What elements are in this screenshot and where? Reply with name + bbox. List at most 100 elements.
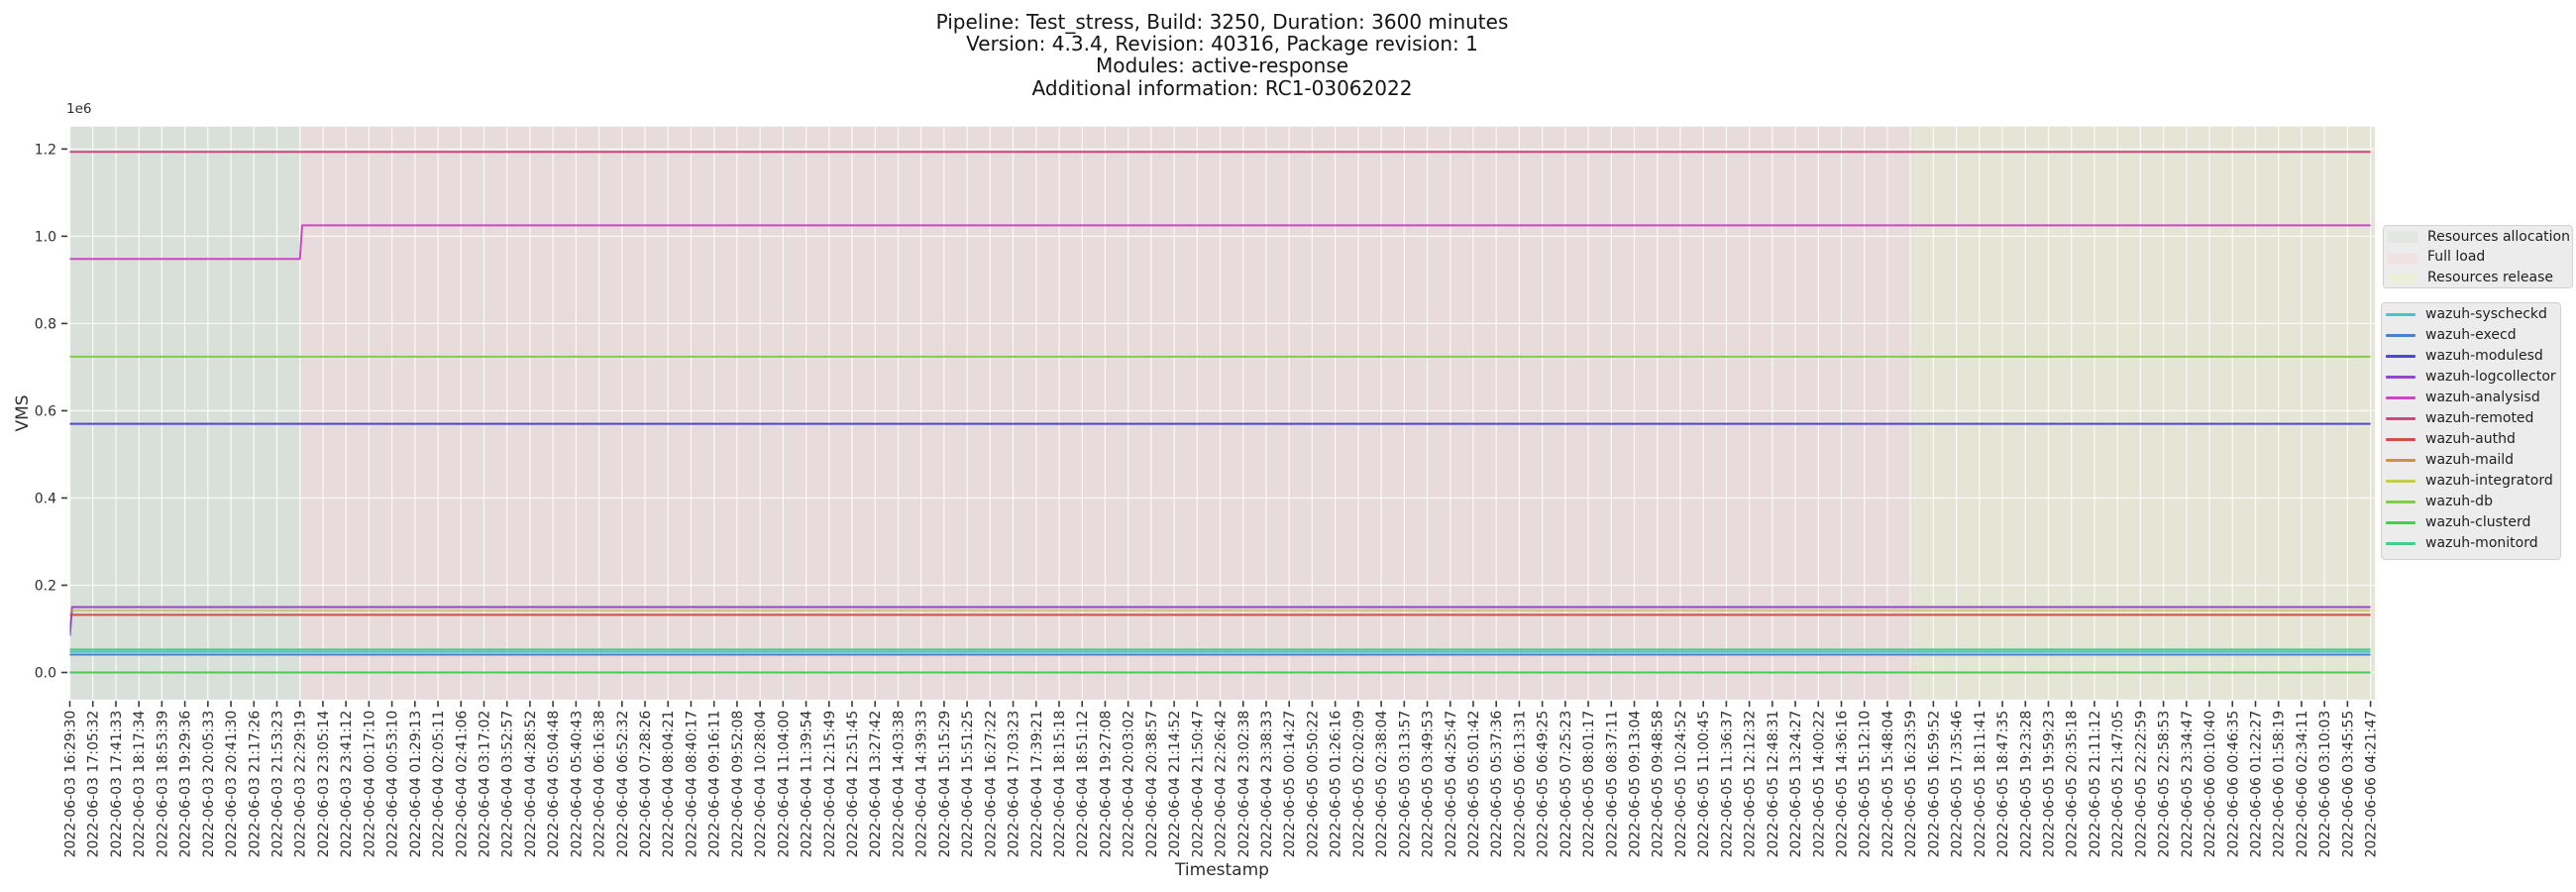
x-tick-label: 2022-06-05 00:14:27 [1282, 711, 1298, 858]
x-tick-label: 2022-06-04 20:03:02 [1122, 711, 1137, 858]
x-tick-label: 2022-06-05 07:25:23 [1558, 711, 1574, 858]
band-swatch [2387, 274, 2417, 284]
x-tick-label: 2022-06-04 11:04:00 [776, 711, 792, 858]
x-tick-label: 2022-06-05 11:36:37 [1719, 711, 1735, 858]
series-swatch [2385, 542, 2415, 545]
x-tick-label: 2022-06-05 05:37:36 [1489, 711, 1505, 858]
x-tick-label: 2022-06-05 04:25:47 [1444, 711, 1459, 858]
x-tick-label: 2022-06-05 18:11:41 [1973, 711, 1988, 858]
series-line-wazuh-analysisd [69, 224, 2371, 261]
y-tick-label: 0.0 [35, 666, 56, 682]
x-tick-label: 2022-06-04 19:27:08 [1098, 711, 1114, 858]
x-tick-label: 2022-06-05 15:48:04 [1880, 711, 1896, 858]
x-tick-label: 2022-06-06 03:10:03 [2317, 711, 2333, 858]
x-tick-label: 2022-06-04 18:51:12 [1075, 711, 1091, 858]
x-tick-label: 2022-06-04 04:28:52 [523, 711, 539, 858]
x-tick-label: 2022-06-04 10:28:04 [753, 711, 769, 858]
x-tick-label: 2022-06-04 11:39:54 [800, 711, 815, 858]
legend-series: wazuh-syscheckd wazuh-execd wazuh-modulesd… [2381, 301, 2561, 560]
series-swatch [2385, 480, 2415, 483]
x-tick-label: 2022-06-05 01:26:16 [1329, 711, 1344, 858]
x-tick-label: 2022-06-03 21:53:23 [269, 711, 285, 858]
x-tick-label: 2022-06-04 09:52:08 [730, 711, 746, 858]
series-swatch [2385, 501, 2415, 503]
x-tick-label: 2022-06-05 03:13:57 [1397, 711, 1413, 858]
x-tick-label: 2022-06-05 22:22:59 [2133, 711, 2149, 858]
y-tick-label: 1.2 [35, 143, 56, 159]
x-tick-label: 2022-06-05 00:50:22 [1305, 711, 1321, 858]
series-swatch [2385, 334, 2415, 337]
series-line-wazuh-logcollector [69, 606, 2371, 636]
x-axis-label: Timestamp [1175, 859, 1269, 880]
y-tick-label: 0.2 [35, 579, 56, 595]
x-tick-label: 2022-06-05 22:58:53 [2157, 711, 2173, 858]
x-tick-label: 2022-06-05 15:12:10 [1858, 711, 1874, 858]
series-swatch [2385, 396, 2415, 399]
x-tick-label: 2022-06-05 16:59:52 [1926, 711, 1942, 858]
title-line-pipeline: Pipeline: Test_stress, Build: 3250, Dura… [935, 10, 1509, 34]
x-tick-label: 2022-06-05 09:48:58 [1651, 711, 1666, 858]
x-tick-label: 2022-06-04 23:38:33 [1259, 711, 1275, 858]
series-legend-label: wazuh-logcollector [2425, 368, 2556, 385]
x-tick-label: 2022-06-05 12:12:32 [1743, 711, 1759, 858]
x-tick-label: 2022-06-04 17:39:21 [1029, 711, 1045, 858]
y-tick-label: 0.8 [35, 317, 56, 333]
x-tick-label: 2022-06-06 01:58:19 [2272, 711, 2288, 858]
legend-bands: Resources allocation Full load Resources r… [2383, 225, 2573, 288]
x-tick-label: 2022-06-03 22:29:19 [293, 711, 309, 858]
x-tick-label: 2022-06-04 16:27:22 [983, 711, 999, 858]
series-swatch [2385, 417, 2415, 420]
x-tick-label: 2022-06-05 19:59:23 [2041, 711, 2057, 858]
y-axis-offset-label: 1e6 [66, 100, 92, 117]
series-legend-label: wazuh-modulesd [2425, 347, 2543, 364]
x-tick-label: 2022-06-05 09:13:04 [1628, 711, 1644, 858]
x-tick-label: 2022-06-05 02:38:04 [1374, 711, 1390, 858]
x-tick-label: 2022-06-03 23:05:14 [316, 711, 332, 858]
plot-contents [69, 126, 2375, 700]
x-tick-label: 2022-06-04 12:51:45 [845, 711, 861, 858]
x-tick-label: 2022-06-04 00:53:10 [385, 711, 401, 858]
series-legend-label: wazuh-analysisd [2425, 389, 2540, 405]
x-tick-label: 2022-06-05 08:37:11 [1604, 711, 1620, 858]
x-tick-label: 2022-06-05 17:35:46 [1950, 711, 1966, 858]
x-tick-label: 2022-06-03 19:29:36 [178, 711, 194, 858]
x-tick-label: 2022-06-04 14:39:33 [914, 711, 930, 858]
x-tick-label: 2022-06-05 21:11:12 [2088, 711, 2103, 858]
x-tick-label: 2022-06-06 00:10:40 [2202, 711, 2218, 858]
series-legend-label: wazuh-integratord [2425, 472, 2553, 489]
x-tick-label: 2022-06-05 19:23:28 [2018, 711, 2034, 858]
series-swatch [2385, 313, 2415, 316]
x-tick-label: 2022-06-04 12:15:49 [822, 711, 838, 858]
x-tick-label: 2022-06-04 08:04:21 [661, 711, 677, 858]
x-tick-label: 2022-06-04 07:28:26 [638, 711, 654, 858]
x-tick-label: 2022-06-04 05:04:48 [546, 711, 562, 858]
series-legend-label: wazuh-db [2425, 493, 2493, 509]
x-tick-label: 2022-06-04 06:52:32 [615, 711, 631, 858]
series-legend-label: wazuh-authd [2425, 430, 2516, 447]
x-tick-label: 2022-06-03 20:05:33 [201, 711, 217, 858]
series-legend-label: wazuh-execd [2425, 326, 2517, 343]
x-tick-label: 2022-06-05 13:24:27 [1788, 711, 1804, 858]
x-tick-label: 2022-06-03 20:41:30 [224, 711, 240, 858]
tick-marks [61, 148, 2372, 708]
x-tick-label: 2022-06-04 23:02:38 [1236, 711, 1252, 858]
x-tick-label: 2022-06-05 11:00:45 [1696, 711, 1712, 858]
title-line-version: Version: 4.3.4, Revision: 40316, Package… [966, 32, 1478, 56]
band-legend-label: Resources allocation [2427, 228, 2570, 245]
band-resources-release [1912, 126, 2375, 700]
x-tick-label: 2022-06-04 00:17:10 [362, 711, 377, 858]
x-tick-label: 2022-06-03 18:53:39 [155, 711, 170, 858]
band-legend-label: Full load [2427, 249, 2486, 266]
x-tick-label: 2022-06-04 20:38:57 [1144, 711, 1160, 858]
y-axis-label: VMS [12, 394, 33, 432]
x-tick-label: 2022-06-04 21:50:47 [1190, 711, 1206, 858]
x-tick-label: 2022-06-04 03:52:57 [500, 711, 516, 858]
series-swatch [2385, 459, 2415, 462]
x-tick-label: 2022-06-04 13:27:42 [868, 711, 884, 858]
x-tick-label: 2022-06-04 03:17:02 [477, 711, 492, 858]
x-tick-label: 2022-06-05 14:36:16 [1835, 711, 1851, 858]
x-tick-label: 2022-06-05 10:24:52 [1673, 711, 1689, 858]
title-line-additional-info: Additional information: RC1-03062022 [1031, 75, 1413, 100]
x-tick-label: 2022-06-04 08:40:17 [684, 711, 699, 858]
